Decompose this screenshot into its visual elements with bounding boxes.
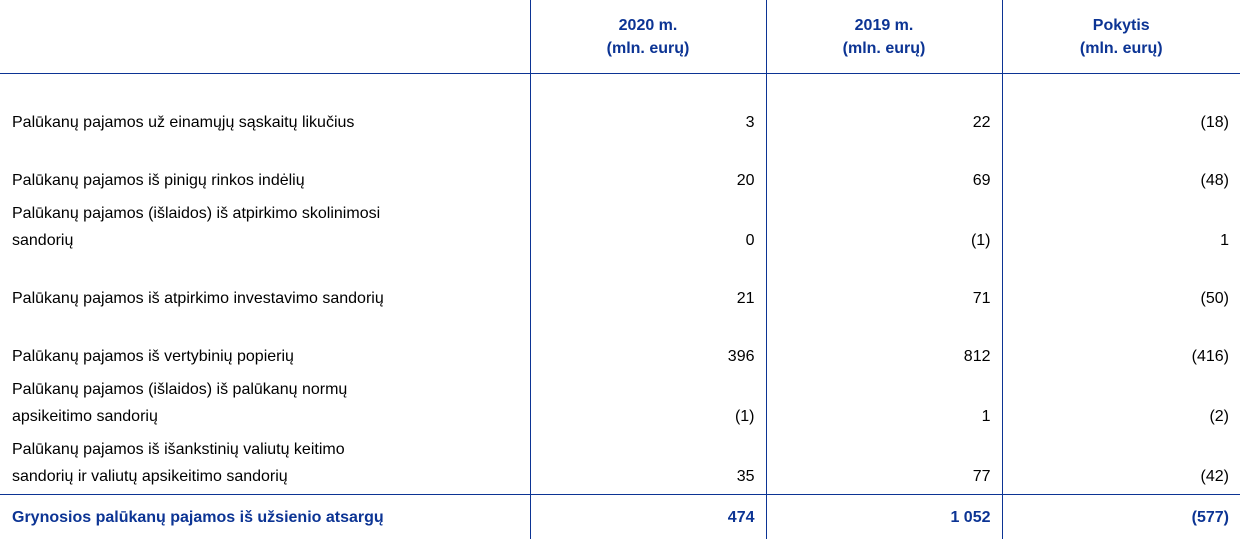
row-value-2019: (1): [765, 198, 1002, 258]
row-value-change: (2): [1001, 374, 1240, 434]
row-label: Palūkanų pajamos iš vertybinių popierių: [12, 348, 294, 365]
header-label-cell: [0, 0, 530, 74]
row-value-2020: 0: [529, 198, 766, 258]
row-value-2020: (1): [529, 374, 766, 434]
row-value-change: (42): [1001, 434, 1240, 495]
row-value-change: 1: [1001, 198, 1240, 258]
row-value-change: (48): [1001, 140, 1240, 198]
total-label: Grynosios palūkanų pajamos iš užsienio a…: [0, 494, 530, 539]
row-value-2020: 21: [529, 258, 766, 316]
header-2019-year: 2019 m.: [854, 16, 914, 34]
row-label: Palūkanų pajamos iš atpirkimo investavim…: [12, 290, 384, 307]
row-value-2019: 69: [765, 140, 1002, 198]
row-value-2020: 35: [529, 434, 766, 495]
header-change: Pokytis (mln. eurų): [1001, 0, 1240, 74]
table-total-row: Grynosios palūkanų pajamos iš užsienio a…: [0, 494, 1240, 539]
header-change-title: Pokytis: [1092, 16, 1150, 34]
table-row: Palūkanų pajamos (išlaidos) iš atpirkimo…: [0, 198, 1240, 258]
header-change-unit: (mln. eurų): [1079, 39, 1163, 57]
table-row: Palūkanų pajamos iš išankstinių valiutų …: [0, 434, 1240, 495]
row-value-2019: 812: [765, 316, 1002, 374]
row-label: Palūkanų pajamos (išlaidos) iš atpirkimo…: [12, 205, 381, 249]
row-value-2019: 71: [765, 258, 1002, 316]
table-row: Palūkanų pajamos iš atpirkimo investavim…: [0, 258, 1240, 316]
total-value-change: (577): [1001, 494, 1240, 539]
header-2019-unit: (mln. eurų): [842, 39, 926, 57]
table-row: Palūkanų pajamos (išlaidos) iš palūkanų …: [0, 374, 1240, 434]
table-row: Palūkanų pajamos iš vertybinių popierių …: [0, 316, 1240, 374]
row-value-2019: 77: [765, 434, 1002, 495]
row-label: Palūkanų pajamos iš išankstinių valiutų …: [12, 441, 345, 485]
total-value-2020: 474: [529, 494, 766, 539]
row-label: Palūkanų pajamos iš pinigų rinkos indėli…: [12, 172, 305, 189]
header-2020-unit: (mln. eurų): [606, 39, 690, 57]
row-value-2020: 20: [529, 140, 766, 198]
header-2020-year: 2020 m.: [618, 16, 678, 34]
row-value-2020: 396: [529, 316, 766, 374]
row-value-2020: 3: [529, 73, 766, 140]
total-value-2019: 1 052: [765, 494, 1002, 539]
header-2019: 2019 m. (mln. eurų): [765, 0, 1002, 74]
row-label: Palūkanų pajamos už einamųjų sąskaitų li…: [12, 114, 355, 131]
table-row: Palūkanų pajamos iš pinigų rinkos indėli…: [0, 140, 1240, 198]
row-value-change: (416): [1001, 316, 1240, 374]
header-2020: 2020 m. (mln. eurų): [529, 0, 766, 74]
row-value-change: (50): [1001, 258, 1240, 316]
row-label: Palūkanų pajamos (išlaidos) iš palūkanų …: [12, 381, 348, 425]
interest-income-table: 2020 m. (mln. eurų) 2019 m. (mln. eurų) …: [0, 0, 1240, 539]
row-value-2019: 22: [765, 73, 1002, 140]
row-value-change: (18): [1001, 73, 1240, 140]
table-row: Palūkanų pajamos už einamųjų sąskaitų li…: [0, 73, 1240, 140]
row-value-2019: 1: [765, 374, 1002, 434]
table-header-row: 2020 m. (mln. eurų) 2019 m. (mln. eurų) …: [0, 0, 1240, 74]
